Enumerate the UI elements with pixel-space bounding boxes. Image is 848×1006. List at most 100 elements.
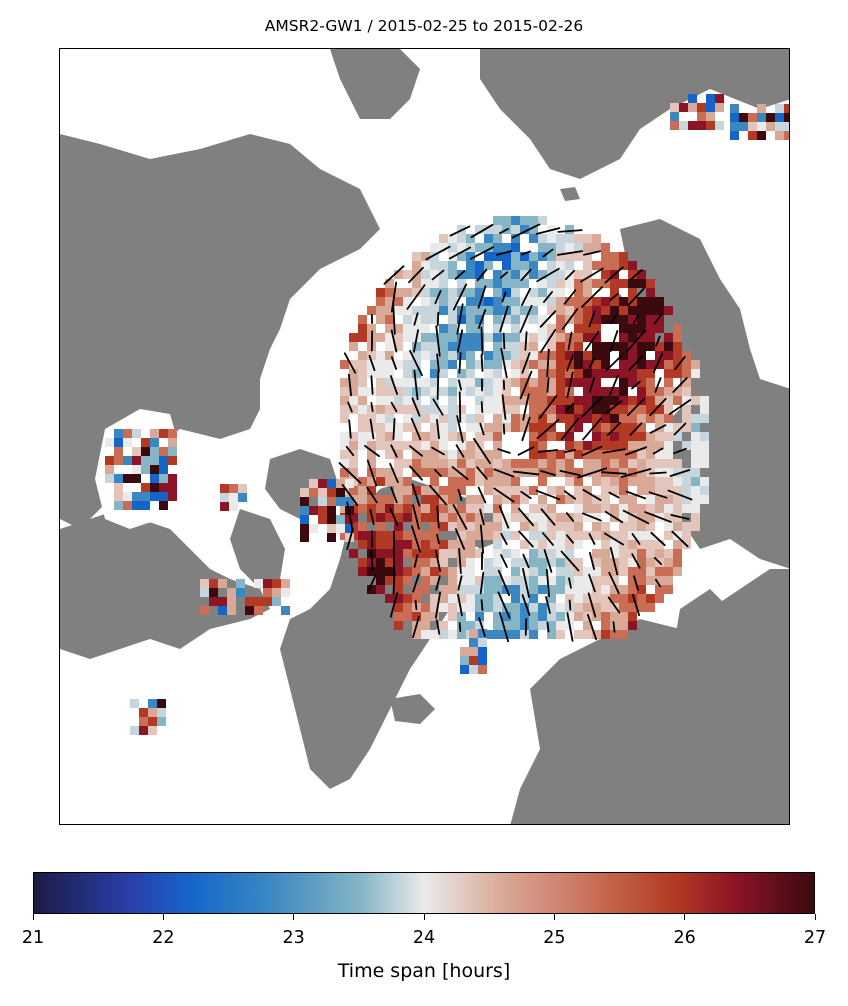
ice-cell	[376, 441, 385, 450]
ice-cell	[547, 306, 556, 315]
drift-vector	[566, 534, 574, 544]
ice-cell	[376, 396, 385, 405]
ice-cell	[367, 459, 376, 468]
ice-cell	[327, 506, 336, 515]
drift-vector	[568, 577, 572, 589]
ice-cell	[520, 306, 529, 315]
drift-vector	[560, 550, 580, 572]
ice-cell	[412, 522, 421, 531]
drift-vector	[564, 269, 576, 281]
ice-cell	[565, 225, 574, 234]
ice-cell	[520, 522, 529, 531]
ice-cell	[619, 486, 628, 495]
ice-cell	[114, 474, 123, 483]
ice-cell	[493, 513, 502, 522]
ice-cell	[511, 558, 520, 567]
ice-cell	[520, 414, 529, 423]
drift-vector	[413, 329, 419, 353]
ice-cell	[583, 324, 592, 333]
ice-cell	[547, 369, 556, 378]
ice-cell	[139, 726, 148, 735]
ice-cell	[520, 261, 529, 270]
ice-cell	[538, 495, 547, 504]
drift-vector	[653, 556, 663, 566]
drift-vector	[390, 356, 398, 370]
ice-cell	[150, 456, 159, 465]
ice-cell	[412, 585, 421, 594]
ice-cell	[385, 288, 394, 297]
ice-cell	[646, 378, 655, 387]
ice-cell	[439, 243, 448, 252]
ice-cell	[688, 121, 697, 130]
ice-cell	[394, 567, 403, 576]
ice-cell	[673, 369, 682, 378]
drift-vector	[411, 483, 421, 507]
drift-vector	[479, 508, 485, 526]
ice-cell	[583, 531, 592, 540]
ice-cell	[655, 504, 664, 513]
ice-cell	[511, 594, 520, 603]
ice-cell	[281, 588, 290, 597]
ice-cell	[394, 549, 403, 558]
ice-cell	[601, 351, 610, 360]
ice-cell	[484, 531, 493, 540]
ice-cell	[547, 630, 556, 639]
ice-cell	[394, 504, 403, 513]
drift-vector	[414, 599, 418, 611]
ice-cell	[394, 603, 403, 612]
ice-cell	[565, 495, 574, 504]
drift-vector	[409, 465, 423, 481]
ice-cell	[254, 579, 263, 588]
ice-cell	[610, 594, 619, 603]
ice-cell	[466, 252, 475, 261]
ice-cell	[376, 477, 385, 486]
ice-cell	[439, 387, 448, 396]
ice-cell	[475, 225, 484, 234]
ice-cell	[565, 369, 574, 378]
ice-cell	[394, 558, 403, 567]
ice-cell	[227, 588, 236, 597]
ice-cell	[385, 423, 394, 432]
ice-cell	[715, 103, 724, 112]
drift-vector	[536, 418, 560, 440]
ice-cell	[421, 630, 430, 639]
ice-cell	[700, 495, 709, 504]
drift-vector	[476, 268, 488, 282]
drift-vector	[458, 352, 462, 374]
ice-cell	[475, 387, 484, 396]
drift-vector	[457, 488, 463, 502]
drift-vector	[588, 573, 596, 593]
ice-cell	[664, 468, 673, 477]
ice-cell	[574, 486, 583, 495]
ice-cell	[700, 477, 709, 486]
ice-cell	[565, 405, 574, 414]
ice-cell	[529, 396, 538, 405]
ice-cell	[601, 360, 610, 369]
ice-cell	[403, 531, 412, 540]
ice-cell	[601, 486, 610, 495]
ice-cell	[475, 414, 484, 423]
ice-cell	[547, 432, 556, 441]
ice-cell	[637, 270, 646, 279]
drift-vector	[409, 349, 423, 377]
ice-cell	[484, 279, 493, 288]
ice-cell	[574, 504, 583, 513]
ice-cell	[637, 324, 646, 333]
ice-cell	[281, 606, 290, 615]
ice-cell	[547, 351, 556, 360]
ice-cell	[157, 708, 166, 717]
ice-cell	[556, 342, 565, 351]
ice-cell	[448, 459, 457, 468]
drift-vector	[517, 446, 535, 456]
ice-cell	[691, 423, 700, 432]
ice-cell	[574, 576, 583, 585]
ice-cell	[592, 549, 601, 558]
ice-cell	[403, 423, 412, 432]
ice-cell	[376, 522, 385, 531]
ice-cell	[565, 441, 574, 450]
drift-vector	[479, 422, 485, 436]
ice-cell	[682, 495, 691, 504]
ice-cell	[601, 630, 610, 639]
ice-cell	[209, 597, 218, 606]
ice-cell	[583, 315, 592, 324]
